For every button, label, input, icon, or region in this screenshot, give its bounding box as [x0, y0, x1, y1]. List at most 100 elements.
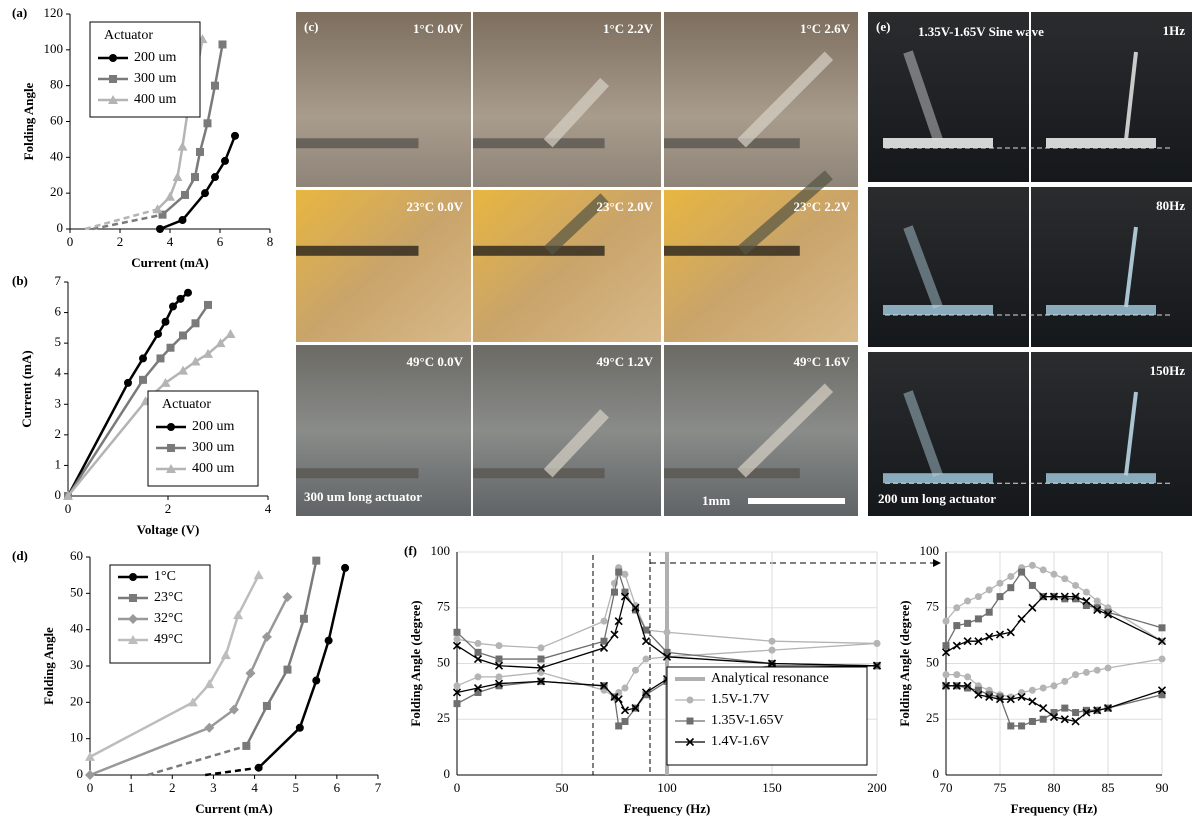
point: [943, 618, 950, 625]
point: [1072, 709, 1079, 716]
y-tick-label: 75: [926, 599, 939, 614]
x-tick-label: 5: [292, 780, 299, 795]
point: [964, 620, 971, 627]
x-tick-label: 6: [217, 234, 224, 249]
point: [221, 650, 231, 659]
point: [622, 685, 629, 692]
point: [1159, 656, 1166, 663]
point: [300, 615, 308, 623]
point: [233, 610, 243, 619]
y-axis-title: Folding Angle: [41, 627, 56, 705]
point: [204, 119, 212, 127]
point: [874, 640, 881, 647]
panel-label: (d): [12, 548, 28, 563]
point: [943, 671, 950, 678]
legend-label: 1°C: [154, 569, 176, 584]
point: [538, 644, 545, 651]
point: [953, 642, 960, 649]
point: [226, 329, 236, 338]
point: [943, 642, 950, 649]
scale-bar: [748, 498, 845, 504]
y-tick-label: 100: [44, 41, 64, 56]
y-axis-title: Folding Angle (degree): [408, 600, 423, 726]
point: [1061, 705, 1068, 712]
point: [454, 629, 461, 636]
series-line: [246, 561, 316, 746]
point: [191, 173, 199, 181]
point: [139, 354, 147, 362]
x-tick-label: 8: [267, 234, 274, 249]
point: [475, 656, 482, 663]
actuator-base: [473, 468, 605, 478]
point: [162, 318, 170, 326]
y-tick-label: 20: [70, 693, 83, 708]
scale-label: 1mm: [702, 493, 730, 508]
point: [1029, 562, 1036, 569]
x-tick-label: 2: [165, 501, 172, 516]
point: [184, 289, 192, 297]
point: [296, 724, 304, 732]
photo-caption: 1°C 0.0V: [413, 21, 464, 36]
x-tick-label: 75: [994, 780, 1007, 795]
point: [538, 656, 545, 663]
photo-caption: 49°C 0.0V: [407, 354, 464, 369]
point: [1040, 685, 1047, 692]
legend-label: 1.5V-1.7V: [711, 692, 770, 707]
legend-title: Actuator: [104, 28, 153, 43]
point: [997, 593, 1004, 600]
point: [496, 673, 503, 680]
point: [181, 191, 189, 199]
point: [1061, 575, 1068, 582]
point: [1007, 722, 1014, 729]
photo-caption: 1Hz: [1163, 23, 1186, 38]
point: [1072, 671, 1079, 678]
point: [201, 189, 209, 197]
point: [615, 569, 622, 576]
point: [1061, 678, 1068, 685]
y-tick-label: 20: [50, 184, 63, 199]
legend-label: 200 um: [192, 419, 235, 434]
photo-caption: 23°C 2.2V: [794, 199, 851, 214]
legend-label: 400 um: [134, 92, 177, 107]
point: [975, 615, 982, 622]
photo-caption: 23°C 2.0V: [597, 199, 654, 214]
legend-marker: [129, 573, 137, 581]
point: [1007, 584, 1014, 591]
y-tick-label: 5: [55, 334, 62, 349]
photo-footnote: 200 um long actuator: [878, 491, 996, 506]
point: [496, 656, 503, 663]
point: [179, 332, 187, 340]
photo-caption: 23°C 0.0V: [407, 199, 464, 214]
y-tick-label: 6: [55, 304, 62, 319]
point: [231, 132, 239, 140]
legend-label: 49°C: [154, 632, 183, 647]
x-tick-label: 0: [67, 234, 74, 249]
point: [986, 586, 993, 593]
photo-caption: 1°C 2.2V: [603, 21, 654, 36]
point: [454, 635, 461, 642]
actuator-base: [296, 468, 419, 478]
point: [341, 564, 349, 572]
y-tick-label: 0: [57, 220, 64, 235]
y-tick-label: 0: [77, 766, 84, 781]
series-line: [259, 568, 345, 768]
y-tick-label: 30: [70, 657, 83, 672]
y-axis-title: Current (mA): [19, 350, 34, 427]
point: [173, 172, 183, 181]
x-tick-label: 0: [87, 780, 94, 795]
figure: 1°C 0.0V1°C 2.2V1°C 2.6V23°C 0.0V23°C 2.…: [0, 0, 1192, 832]
point: [254, 570, 264, 579]
x-tick-label: 100: [657, 780, 677, 795]
photo: [664, 345, 858, 516]
point: [221, 157, 229, 165]
legend-label: Analytical resonance: [711, 671, 829, 686]
point: [263, 702, 271, 710]
point: [1018, 722, 1025, 729]
y-tick-label: 50: [437, 654, 450, 669]
point: [769, 647, 776, 654]
point: [601, 644, 608, 651]
y-tick-label: 100: [920, 543, 940, 558]
point: [601, 618, 608, 625]
photo-caption: 49°C 1.2V: [597, 354, 654, 369]
photo: [296, 12, 471, 187]
